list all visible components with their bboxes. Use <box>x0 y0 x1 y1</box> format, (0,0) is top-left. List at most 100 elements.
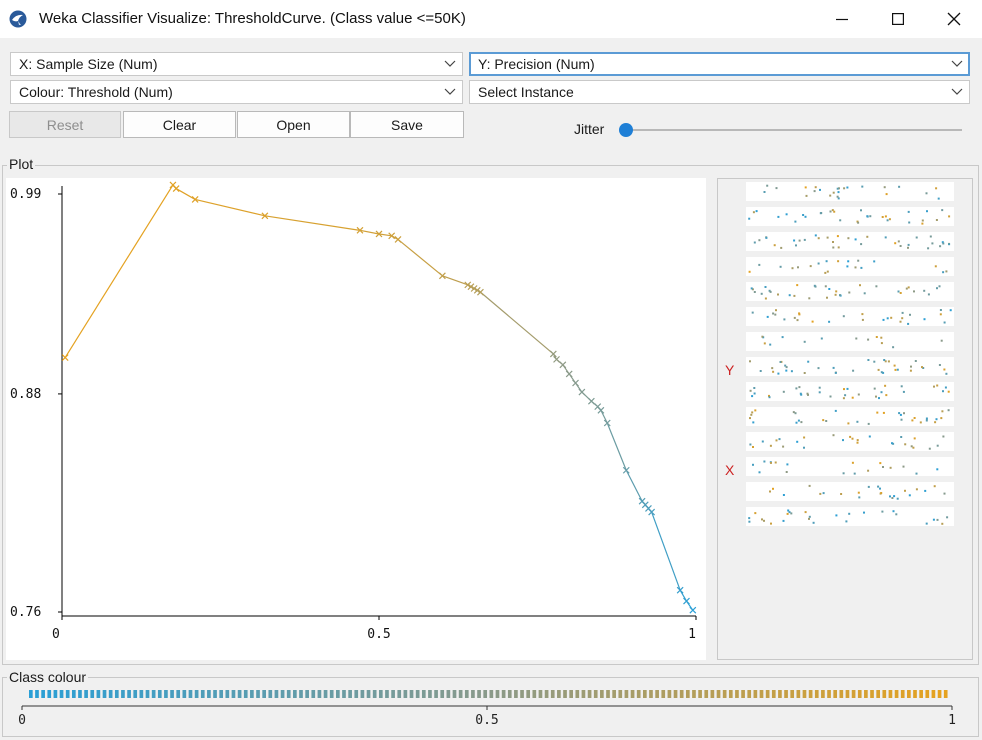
gradient-swatch <box>139 690 144 698</box>
gradient-swatch <box>35 690 39 698</box>
chevron-down-icon <box>951 88 963 95</box>
data-point[interactable] <box>467 283 475 291</box>
save-button[interactable]: Save <box>350 111 464 138</box>
gradient-swatch <box>814 690 819 698</box>
close-button[interactable] <box>926 0 982 38</box>
curve-segment <box>625 469 643 502</box>
gradient-swatch <box>943 690 948 698</box>
matrix-row[interactable] <box>746 257 954 276</box>
data-point[interactable] <box>172 185 180 192</box>
matrix-x-label: X <box>725 462 735 478</box>
attribute-matrix-panel[interactable]: Y X <box>717 178 973 660</box>
data-point[interactable] <box>261 212 269 220</box>
y-tick-label: 0.99 <box>10 187 41 202</box>
data-point[interactable] <box>356 226 364 234</box>
y-tick-label: 0.88 <box>10 387 41 402</box>
data-point[interactable] <box>470 285 478 292</box>
y-axis-select[interactable]: Y: Precision (Num) <box>469 52 970 76</box>
gradient-swatch <box>557 690 561 698</box>
data-point[interactable] <box>597 406 605 414</box>
open-button[interactable]: Open <box>237 111 350 138</box>
gradient-swatch <box>778 690 782 698</box>
data-point[interactable] <box>578 388 586 396</box>
gradient-swatch <box>84 690 88 698</box>
minimize-button[interactable] <box>814 0 870 38</box>
matrix-row[interactable] <box>746 482 954 501</box>
matrix-row[interactable] <box>746 282 954 301</box>
matrix-row[interactable] <box>746 407 954 426</box>
data-point[interactable] <box>394 236 402 243</box>
gradient-swatch <box>225 690 230 698</box>
data-point[interactable] <box>477 288 484 296</box>
gradient-swatch <box>538 690 543 698</box>
jitter-slider-thumb[interactable] <box>619 123 633 137</box>
data-point[interactable] <box>553 355 560 363</box>
y-axis-select-value: Y: Precision (Num) <box>478 56 595 72</box>
gradient-swatch <box>360 690 365 698</box>
jitter-slider-track[interactable] <box>626 129 962 131</box>
data-point[interactable] <box>676 586 684 594</box>
matrix-row[interactable] <box>746 182 954 201</box>
matrix-row[interactable] <box>746 332 954 351</box>
colour-select[interactable]: Colour: Threshold (Num) <box>10 80 463 104</box>
gradient-swatch <box>121 690 125 698</box>
maximize-button[interactable] <box>870 0 926 38</box>
gradient-swatch <box>796 690 801 698</box>
data-point[interactable] <box>61 354 69 361</box>
data-point[interactable] <box>587 397 595 405</box>
gradient-swatch <box>704 690 709 698</box>
colour-gradient-bar: 0 0.5 1 <box>18 690 956 728</box>
data-point[interactable] <box>191 196 199 203</box>
matrix-row[interactable] <box>746 382 954 401</box>
gradient-swatch <box>870 690 874 698</box>
matrix-row[interactable] <box>746 232 954 251</box>
data-point[interactable] <box>375 230 383 238</box>
matrix-row[interactable] <box>746 207 954 226</box>
data-point[interactable] <box>438 272 446 280</box>
curve-segment <box>264 215 361 231</box>
gradient-swatch <box>894 690 899 698</box>
gradient-swatch <box>698 690 702 698</box>
data-point[interactable] <box>464 281 472 289</box>
gradient-swatch <box>630 690 635 698</box>
gradient-swatch <box>477 690 481 698</box>
data-point[interactable] <box>473 286 481 294</box>
legend-tick-1: 0.5 <box>475 713 498 728</box>
attribute-matrix[interactable]: Y X <box>718 179 972 659</box>
gradient-swatch <box>833 690 838 698</box>
data-point[interactable] <box>622 466 630 474</box>
gradient-swatch <box>250 690 254 698</box>
gradient-swatch <box>643 690 647 698</box>
plot-area[interactable]: 0.99 0.88 0.76 0 0.5 1 <box>6 178 706 660</box>
clear-button[interactable]: Clear <box>123 111 236 138</box>
data-point[interactable] <box>572 379 579 387</box>
matrix-row[interactable] <box>746 432 954 451</box>
matrix-row[interactable] <box>746 307 954 326</box>
threshold-curve-chart[interactable]: 0.99 0.88 0.76 0 0.5 1 <box>6 178 706 660</box>
gradient-swatch <box>71 690 76 698</box>
data-point[interactable] <box>603 419 611 427</box>
reset-button[interactable]: Reset <box>9 111 121 138</box>
gradient-swatch <box>231 690 236 698</box>
curve-segment <box>359 229 380 235</box>
gradient-swatch <box>108 690 113 698</box>
data-point[interactable] <box>648 508 656 516</box>
gradient-swatch <box>532 690 537 698</box>
gradient-swatch <box>317 690 322 698</box>
data-point[interactable] <box>683 597 690 605</box>
data-point[interactable] <box>549 350 557 358</box>
gradient-swatch <box>587 690 592 698</box>
window-title: Weka Classifier Visualize: ThresholdCurv… <box>39 10 466 27</box>
close-icon <box>947 12 961 26</box>
gradient-swatch <box>563 690 567 698</box>
data-point[interactable] <box>388 232 396 240</box>
x-axis-select[interactable]: X: Sample Size (Num) <box>10 52 463 76</box>
maximize-icon <box>892 13 904 25</box>
data-point[interactable] <box>689 606 697 614</box>
select-instance-select[interactable]: Select Instance <box>469 80 970 104</box>
data-point[interactable] <box>559 361 567 369</box>
matrix-row[interactable] <box>746 357 954 376</box>
data-point[interactable] <box>565 370 573 378</box>
matrix-row[interactable] <box>746 457 954 476</box>
matrix-row[interactable] <box>746 507 954 526</box>
